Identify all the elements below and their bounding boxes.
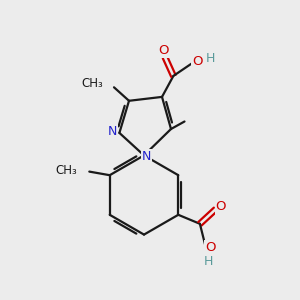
Text: CH₃: CH₃ (82, 77, 104, 90)
Text: H: H (205, 52, 215, 65)
Text: O: O (206, 241, 216, 254)
Text: O: O (216, 200, 226, 214)
Text: N: N (108, 125, 118, 138)
Text: O: O (192, 55, 203, 68)
Text: H: H (204, 255, 213, 268)
Text: CH₃: CH₃ (55, 164, 77, 177)
Text: N: N (142, 150, 151, 163)
Text: O: O (158, 44, 169, 57)
